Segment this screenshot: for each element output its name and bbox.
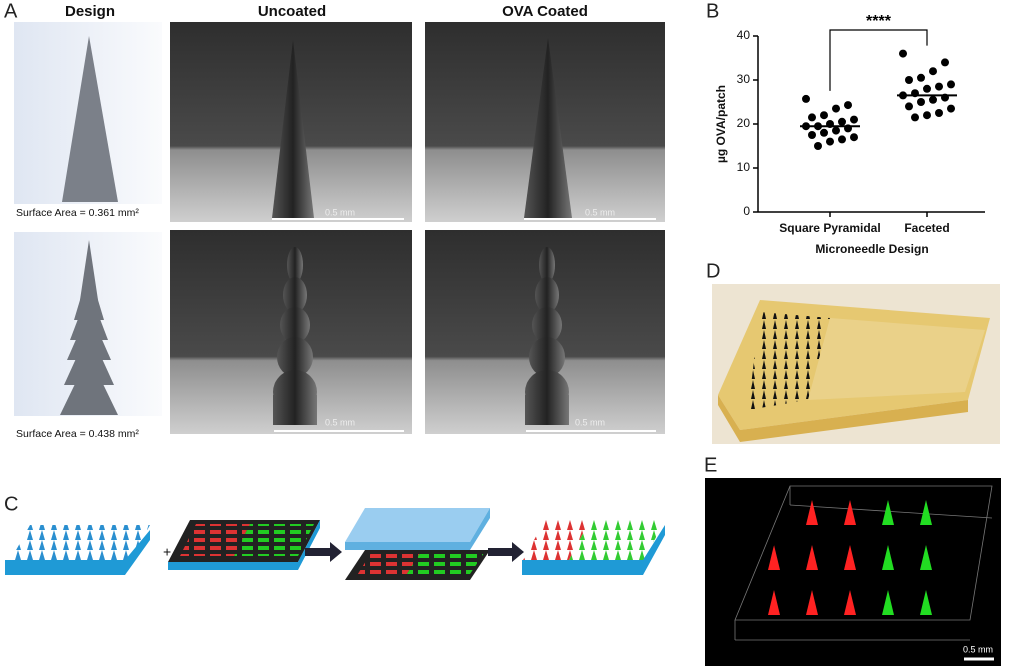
- data-point: [808, 113, 816, 122]
- data-point: [838, 135, 846, 144]
- panel-label: C: [4, 493, 18, 515]
- data-point: [814, 142, 822, 150]
- significance-label: ****: [866, 13, 892, 30]
- scale-bar-label: 0.5 mm: [325, 417, 355, 427]
- data-point: [905, 76, 913, 84]
- panel-label: A: [4, 0, 18, 22]
- data-point: [911, 113, 919, 122]
- data-point: [947, 80, 955, 89]
- data-point: [820, 128, 828, 137]
- data-point: [844, 101, 852, 110]
- data-point: [929, 95, 937, 104]
- data-point: [917, 98, 925, 106]
- data-point: [905, 102, 913, 111]
- sem-image: [170, 230, 412, 434]
- significance-bracket: [829, 29, 928, 91]
- y-tick-label: 10: [737, 160, 751, 174]
- data-point: [802, 94, 810, 103]
- data-point: [838, 117, 846, 126]
- data-point: [941, 58, 949, 67]
- data-point: [832, 126, 840, 135]
- y-tick-label: 0: [743, 204, 750, 218]
- data-point: [808, 131, 816, 139]
- data-point: [935, 109, 943, 117]
- column-header: Design: [65, 3, 115, 20]
- cone-render: [62, 36, 118, 202]
- panel-label: D: [706, 260, 720, 282]
- y-axis-title: µg OVA/patch: [714, 85, 728, 163]
- data-point: [935, 82, 943, 91]
- column-header: Uncoated: [258, 3, 326, 20]
- scale-bar-label: 0.5 mm: [575, 417, 605, 427]
- panel-label: E: [704, 454, 717, 476]
- y-tick-label: 40: [737, 28, 751, 42]
- surface-area: Surface Area = 0.438 mm²: [16, 428, 139, 440]
- sem-image: [425, 22, 665, 222]
- column-header: OVA Coated: [502, 3, 588, 20]
- data-point: [826, 137, 834, 146]
- panel-label: B: [706, 0, 719, 22]
- scale-bar-label: 0.5 mm: [325, 207, 355, 217]
- sem-image: [425, 230, 665, 434]
- patch-photo: [712, 284, 1000, 444]
- data-point: [850, 133, 858, 142]
- sem-image: [170, 22, 412, 222]
- y-tick-label: 30: [737, 72, 751, 86]
- plus-sign: +: [163, 544, 171, 560]
- scale-bar-label: 0.5 mm: [963, 644, 993, 654]
- scale-bar-label: 0.5 mm: [585, 207, 615, 217]
- faceted-render: [60, 240, 118, 415]
- data-point: [899, 49, 907, 58]
- data-point: [923, 111, 931, 120]
- data-point: [947, 104, 955, 113]
- data-point: [832, 104, 840, 113]
- y-tick-label: 20: [737, 116, 751, 130]
- x-tick-label: Faceted: [904, 221, 949, 235]
- data-point: [820, 111, 828, 120]
- data-point: [850, 115, 858, 124]
- surface-area: Surface Area = 0.361 mm²: [16, 207, 139, 219]
- data-point: [929, 67, 937, 76]
- schematic: [5, 508, 665, 580]
- fluorescence-image: [705, 478, 1001, 666]
- dot-plot: 0 10 20 30 40 µg OVA/patch Microneedle Design S…: [714, 13, 985, 256]
- x-axis-title: Microneedle Design: [815, 242, 928, 256]
- data-point: [917, 73, 925, 82]
- x-tick-label: Square Pyramidal: [779, 221, 880, 235]
- data-point: [923, 84, 931, 93]
